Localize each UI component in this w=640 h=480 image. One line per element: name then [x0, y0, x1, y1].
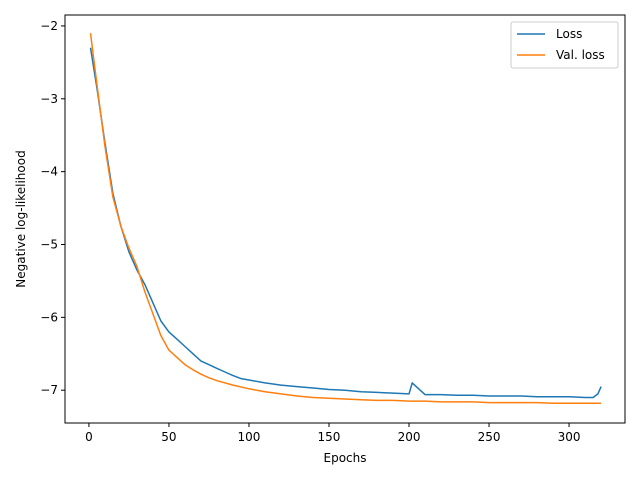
y-tick-label: −6: [40, 310, 58, 324]
legend-label: Val. loss: [556, 48, 605, 62]
x-tick-label: 250: [478, 430, 501, 444]
legend-label: Loss: [556, 27, 582, 41]
x-tick-label: 300: [558, 430, 581, 444]
x-tick-label: 0: [85, 430, 93, 444]
y-tick-label: −7: [40, 383, 58, 397]
y-tick-label: −3: [40, 92, 58, 106]
plot-area: [64, 14, 626, 424]
x-axis-label: Epochs: [324, 451, 367, 465]
y-tick-label: −4: [40, 165, 58, 179]
y-tick-label: −5: [40, 238, 58, 252]
y-tick-label: −2: [40, 19, 58, 33]
legend: Loss Val. loss: [510, 21, 619, 69]
series-line-1: [89, 47, 602, 399]
x-tick-label: 50: [161, 430, 176, 444]
x-tick-label: 150: [318, 430, 341, 444]
x-tick-label: 100: [238, 430, 261, 444]
y-axis-label: Negative log-likelihood: [14, 150, 28, 287]
series-line-2: [89, 33, 602, 405]
x-tick-label: 200: [398, 430, 421, 444]
